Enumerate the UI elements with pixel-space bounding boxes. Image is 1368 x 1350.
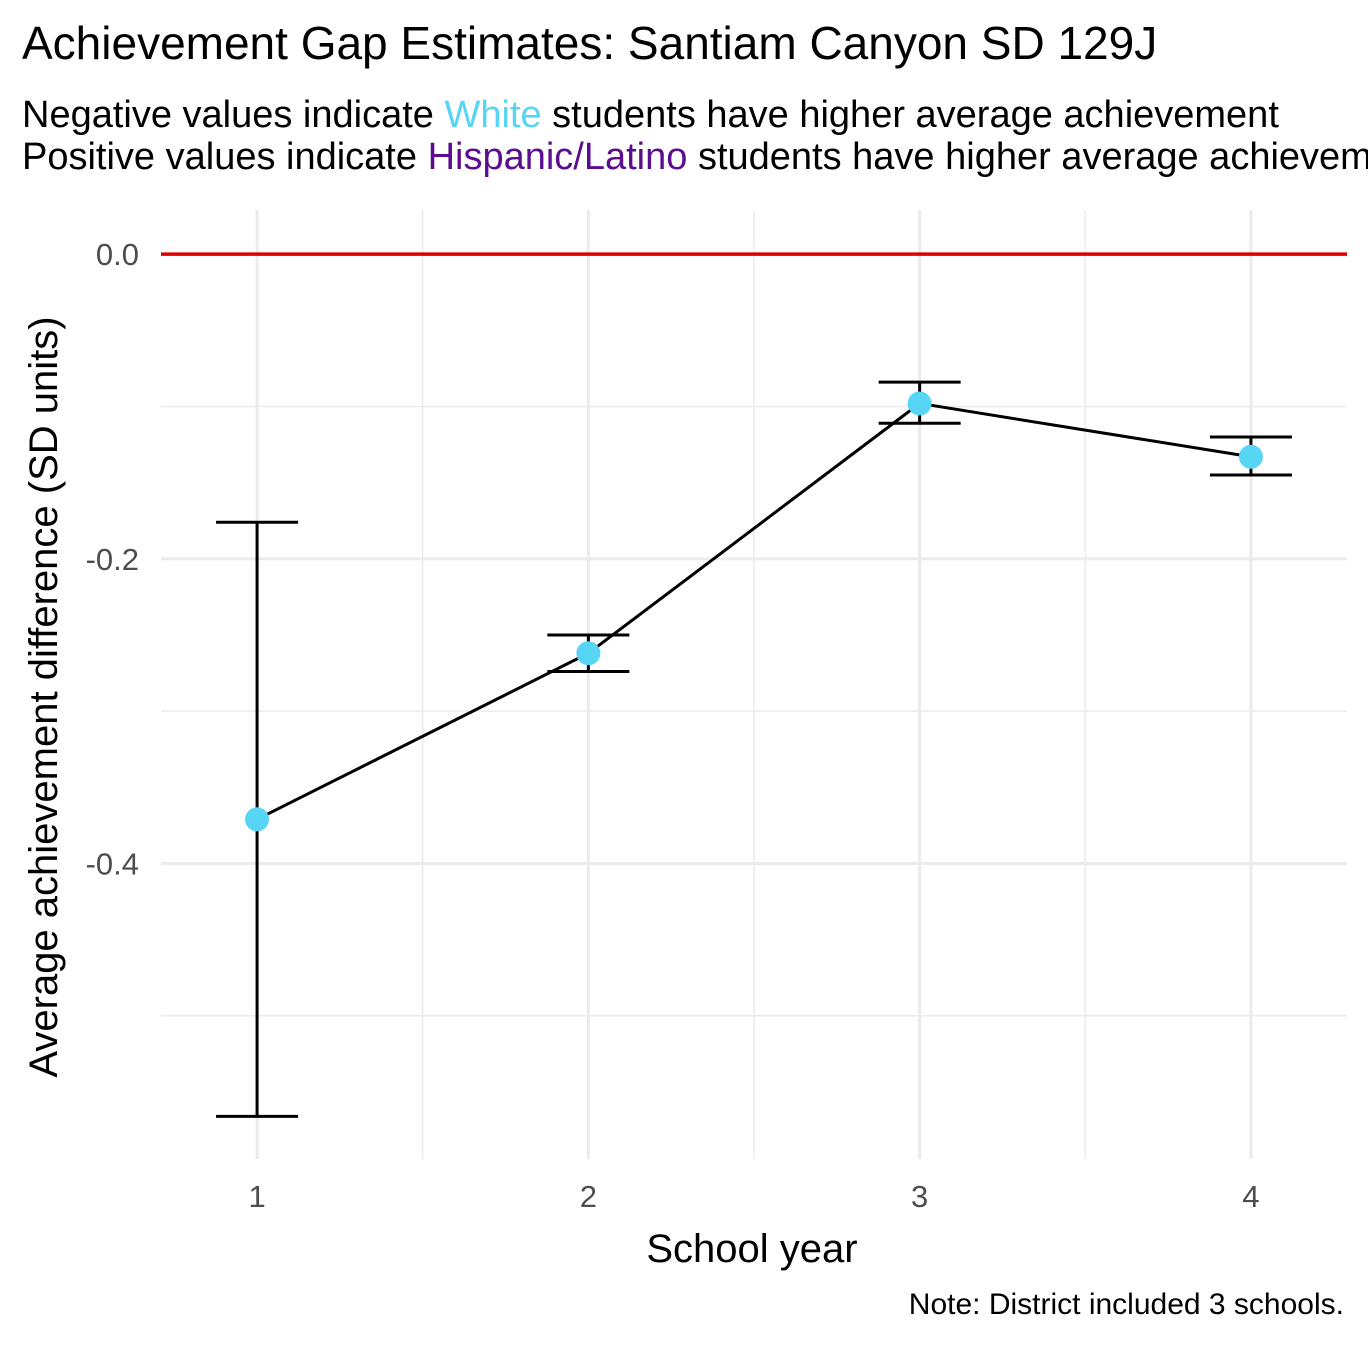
data-point: [1238, 444, 1263, 469]
data-point: [576, 641, 601, 666]
x-tick-label: 3: [911, 1179, 928, 1214]
subtitle-group-white: White: [444, 94, 542, 136]
chart-title: Achievement Gap Estimates: Santiam Canyo…: [22, 17, 1158, 69]
data-point: [245, 807, 270, 832]
y-axis-label: Average achievement difference (SD units…: [22, 316, 66, 1077]
subtitle-text: students have higher average achievement: [541, 94, 1279, 136]
y-tick-label: -0.2: [86, 542, 139, 577]
x-tick-label: 4: [1242, 1179, 1259, 1214]
y-tick-label: 0.0: [96, 237, 139, 272]
x-tick-label: 2: [580, 1179, 597, 1214]
series-line: [256, 401, 1252, 821]
grid-lines: [161, 210, 1347, 1159]
subtitle-text: Negative values indicate: [22, 94, 445, 136]
subtitle-line-positive: Positive values indicate Hispanic/Latino…: [22, 136, 1368, 178]
data-points: [245, 391, 1263, 832]
x-tick-label: 1: [248, 1179, 265, 1214]
subtitle-text: Positive values indicate: [22, 136, 428, 178]
x-axis-label: School year: [646, 1227, 857, 1271]
x-tick-labels: 1 2 3 4: [248, 1179, 1259, 1214]
data-point: [907, 391, 932, 416]
subtitle-text: students have higher average achievement: [687, 136, 1368, 178]
y-tick-label: -0.4: [86, 846, 139, 881]
subtitle-group-hispanic: Hispanic/Latino: [427, 136, 688, 178]
series-line-group: [256, 401, 1252, 821]
y-tick-labels: 0.0 -0.2 -0.4: [86, 237, 139, 881]
subtitle-line-negative: Negative values indicate White students …: [22, 94, 1279, 136]
caption-note: Note: District included 3 schools.: [908, 1288, 1344, 1321]
